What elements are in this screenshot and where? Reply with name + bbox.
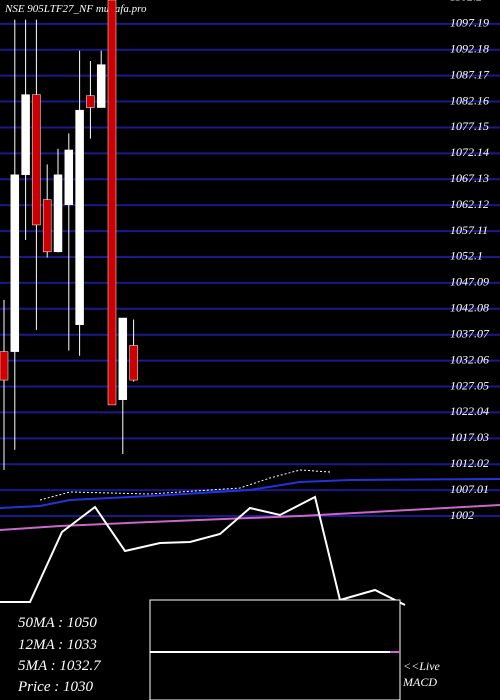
candle-body <box>53 174 63 253</box>
y-tick-label: 1042.08 <box>450 301 489 315</box>
candle-body <box>86 95 95 108</box>
candle-body <box>129 345 138 381</box>
y-tick-label: 1072.14 <box>450 145 489 159</box>
y-tick-label: 1037.07 <box>450 326 490 340</box>
candle-body <box>10 174 20 352</box>
y-tick-label: 1067.13 <box>450 171 489 185</box>
candle-body <box>96 64 106 108</box>
y-tick-label: 1077.15 <box>450 119 489 133</box>
y-tick-label: 1032.06 <box>450 352 489 366</box>
ma-line <box>0 478 500 509</box>
info-text: Price : 1030 <box>17 679 93 695</box>
y-tick-label: 1047.09 <box>450 275 489 289</box>
y-tick-label: 1007.01 <box>450 482 489 496</box>
y-tick-label: 1102.2 <box>450 0 482 4</box>
ma-line <box>0 504 500 531</box>
macd-panel <box>149 599 401 700</box>
candle-body <box>0 351 9 381</box>
info-text: 5MA : 1032.7 <box>18 658 102 674</box>
candle-body <box>64 149 74 206</box>
info-text: 12MA : 1033 <box>18 637 97 653</box>
y-tick-label: 1052.1 <box>450 249 483 263</box>
y-tick-label: 1017.03 <box>450 430 489 444</box>
y-tick-label: 1097.19 <box>450 16 489 30</box>
macd-label: MACD <box>402 675 437 689</box>
candle-body <box>42 199 52 253</box>
chart-title: NSE 905LTF27_NF munafa.pro <box>4 3 147 15</box>
candle-body <box>107 0 117 406</box>
y-tick-label: 1027.05 <box>450 378 489 392</box>
y-tick-label: 1082.16 <box>450 93 489 107</box>
y-tick-label: 1087.17 <box>450 67 490 81</box>
y-tick-label: 1092.18 <box>450 41 489 55</box>
candle-body <box>32 94 41 226</box>
y-tick-label: 1057.11 <box>450 223 488 237</box>
y-tick-label: 1012.02 <box>450 456 489 470</box>
y-tick-label: 1062.12 <box>450 197 489 211</box>
info-text: 50MA : 1050 <box>18 615 97 631</box>
ma-line <box>39 469 331 501</box>
y-tick-label: 1022.04 <box>450 404 489 418</box>
candle-body <box>75 109 84 325</box>
y-tick-label: 1002 <box>450 508 474 522</box>
candle-body <box>21 94 30 176</box>
candle-body <box>118 317 128 400</box>
macd-label: <<Live <box>403 659 441 673</box>
indicator-line <box>0 495 406 606</box>
